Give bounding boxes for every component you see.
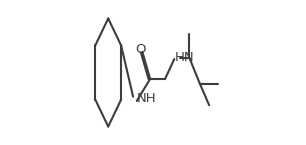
Text: NH: NH bbox=[137, 92, 156, 105]
Text: HN: HN bbox=[175, 51, 195, 64]
Text: O: O bbox=[136, 43, 146, 56]
